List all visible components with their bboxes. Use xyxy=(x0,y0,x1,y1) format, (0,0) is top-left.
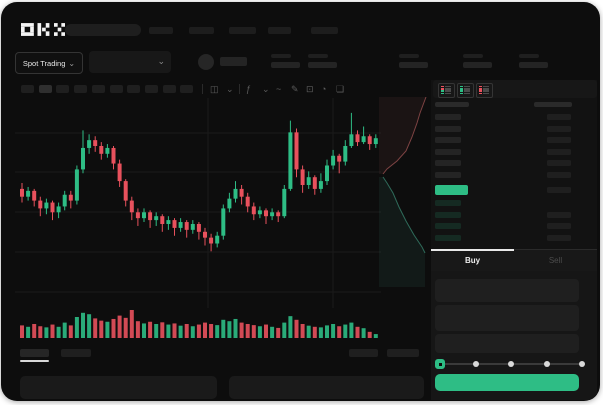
bottom-panel-left xyxy=(20,376,217,399)
fullscreen-icon[interactable]: ❏ xyxy=(336,84,345,94)
pair-selector-dropdown[interactable]: ⌄ xyxy=(89,51,171,73)
buy-button[interactable] xyxy=(435,374,579,391)
slider-stop-3[interactable] xyxy=(543,361,550,367)
stat-value-3 xyxy=(399,62,428,68)
ask-row-amount[interactable] xyxy=(547,171,571,178)
nav-item-1[interactable] xyxy=(149,27,173,34)
candlestick-chart[interactable] xyxy=(15,98,381,350)
last-price-highlight[interactable] xyxy=(435,185,468,195)
history-icon[interactable]: ◔ xyxy=(321,84,327,94)
chevron-down-icon: ⌄ xyxy=(157,56,165,66)
slider-stop-2[interactable] xyxy=(508,361,514,367)
toolbar-divider xyxy=(239,84,240,94)
stat-value-4 xyxy=(463,62,492,68)
slider-stop-1[interactable] xyxy=(472,361,479,367)
bid-row-price[interactable] xyxy=(435,211,461,218)
nav-item-3[interactable] xyxy=(229,27,256,34)
ask-row-price[interactable] xyxy=(435,125,461,132)
candle-chart-icon[interactable]: ◫ xyxy=(210,84,219,94)
nav-item-5[interactable] xyxy=(311,27,338,34)
market-mode-label: Spot Trading xyxy=(22,58,66,68)
tab-sell[interactable]: Sell xyxy=(548,255,563,265)
chart-bottom-tab-1[interactable] xyxy=(20,349,49,357)
bid-row-amount[interactable] xyxy=(547,223,571,230)
timeframe-button-9[interactable] xyxy=(162,85,176,93)
bid-row-amount[interactable] xyxy=(547,235,571,242)
ask-row-price[interactable] xyxy=(435,114,461,120)
price-input[interactable] xyxy=(435,279,579,302)
okx-trading-window: Spot Trading ⌄ ⌄ ◫ ⌄ ƒ ⌄ ~ ✎ ⊡ ◔ ❏ xyxy=(1,2,600,401)
last-price-amount xyxy=(547,187,571,193)
stat-value-2 xyxy=(308,62,337,68)
orderbook-view-switcher xyxy=(433,80,597,98)
bottom-panel-right xyxy=(229,376,424,399)
book-asks-icon[interactable] xyxy=(476,83,493,98)
search-input[interactable] xyxy=(65,24,141,36)
depth-overlay xyxy=(379,97,427,287)
ask-row-amount[interactable] xyxy=(547,114,571,120)
stat-value-1 xyxy=(271,62,300,68)
last-price-placeholder xyxy=(220,57,247,66)
bid-row-price[interactable] xyxy=(435,200,461,206)
timeframe-button-7[interactable] xyxy=(127,85,141,93)
timeframe-button-4[interactable] xyxy=(74,85,88,93)
camera-icon[interactable]: ⊡ xyxy=(306,84,314,94)
bid-row-amount[interactable] xyxy=(547,211,571,218)
toolbar-divider xyxy=(202,84,203,94)
tab-divider xyxy=(514,249,597,250)
ask-row-amount[interactable] xyxy=(547,160,571,166)
total-input[interactable] xyxy=(435,334,579,353)
chevron-down-icon: ⌄ xyxy=(68,58,76,68)
ask-row-price[interactable] xyxy=(435,171,461,178)
stat-label-2 xyxy=(308,54,328,58)
buy-tab-indicator xyxy=(431,249,514,251)
bid-row-price[interactable] xyxy=(435,223,461,230)
slider-handle[interactable] xyxy=(435,359,445,369)
timeframe-button-10[interactable] xyxy=(180,85,194,93)
coin-icon xyxy=(198,54,214,70)
amount-input[interactable] xyxy=(435,305,579,331)
chart-bottom-tab-2[interactable] xyxy=(61,349,91,357)
stat-value-5 xyxy=(519,62,548,68)
timeframe-button-1[interactable] xyxy=(21,85,34,93)
chevron-down-icon[interactable]: ⌄ xyxy=(226,84,234,94)
stat-label-3 xyxy=(399,54,419,58)
active-tab-underline xyxy=(20,360,49,362)
order-form xyxy=(431,271,597,400)
line-tool-icon[interactable]: ~ xyxy=(276,84,282,94)
orderbook-col-header-price xyxy=(435,102,469,107)
slider-stop-4[interactable] xyxy=(579,361,585,367)
stat-label-4 xyxy=(463,54,483,58)
chevron-down-icon[interactable]: ⌄ xyxy=(262,84,270,94)
chart-bottom-action-2[interactable] xyxy=(387,349,419,357)
tab-buy[interactable]: Buy xyxy=(464,255,481,265)
timeframe-button-8[interactable] xyxy=(144,85,158,93)
trade-tabs: Buy Sell xyxy=(431,249,597,271)
ask-row-amount[interactable] xyxy=(547,137,571,143)
stat-label-1 xyxy=(271,54,291,58)
indicators-icon[interactable]: ƒ xyxy=(246,84,252,94)
ask-row-amount[interactable] xyxy=(547,125,571,132)
ask-row-price[interactable] xyxy=(435,148,461,155)
timeframe-button-6[interactable] xyxy=(109,85,123,93)
okx-logo xyxy=(21,23,65,36)
draw-tool-icon[interactable]: ✎ xyxy=(291,84,299,94)
ask-row-amount[interactable] xyxy=(547,148,571,155)
ask-row-price[interactable] xyxy=(435,160,461,166)
nav-item-2[interactable] xyxy=(189,27,214,34)
market-mode-selector[interactable]: Spot Trading ⌄ xyxy=(15,52,83,74)
bid-row-price[interactable] xyxy=(435,235,461,242)
timeframe-button-2[interactable] xyxy=(38,85,52,93)
book-combined-icon[interactable] xyxy=(438,83,455,98)
nav-item-4[interactable] xyxy=(268,27,291,34)
orderbook-trade-panel: Buy Sell xyxy=(431,80,597,400)
timeframe-button-3[interactable] xyxy=(56,85,70,93)
chart-bottom-action-1[interactable] xyxy=(349,349,378,357)
stat-label-5 xyxy=(519,54,539,58)
ask-row-price[interactable] xyxy=(435,137,461,143)
timeframe-button-5[interactable] xyxy=(91,85,105,93)
book-bids-icon[interactable] xyxy=(457,83,474,98)
orderbook-col-header-amount xyxy=(534,102,572,107)
